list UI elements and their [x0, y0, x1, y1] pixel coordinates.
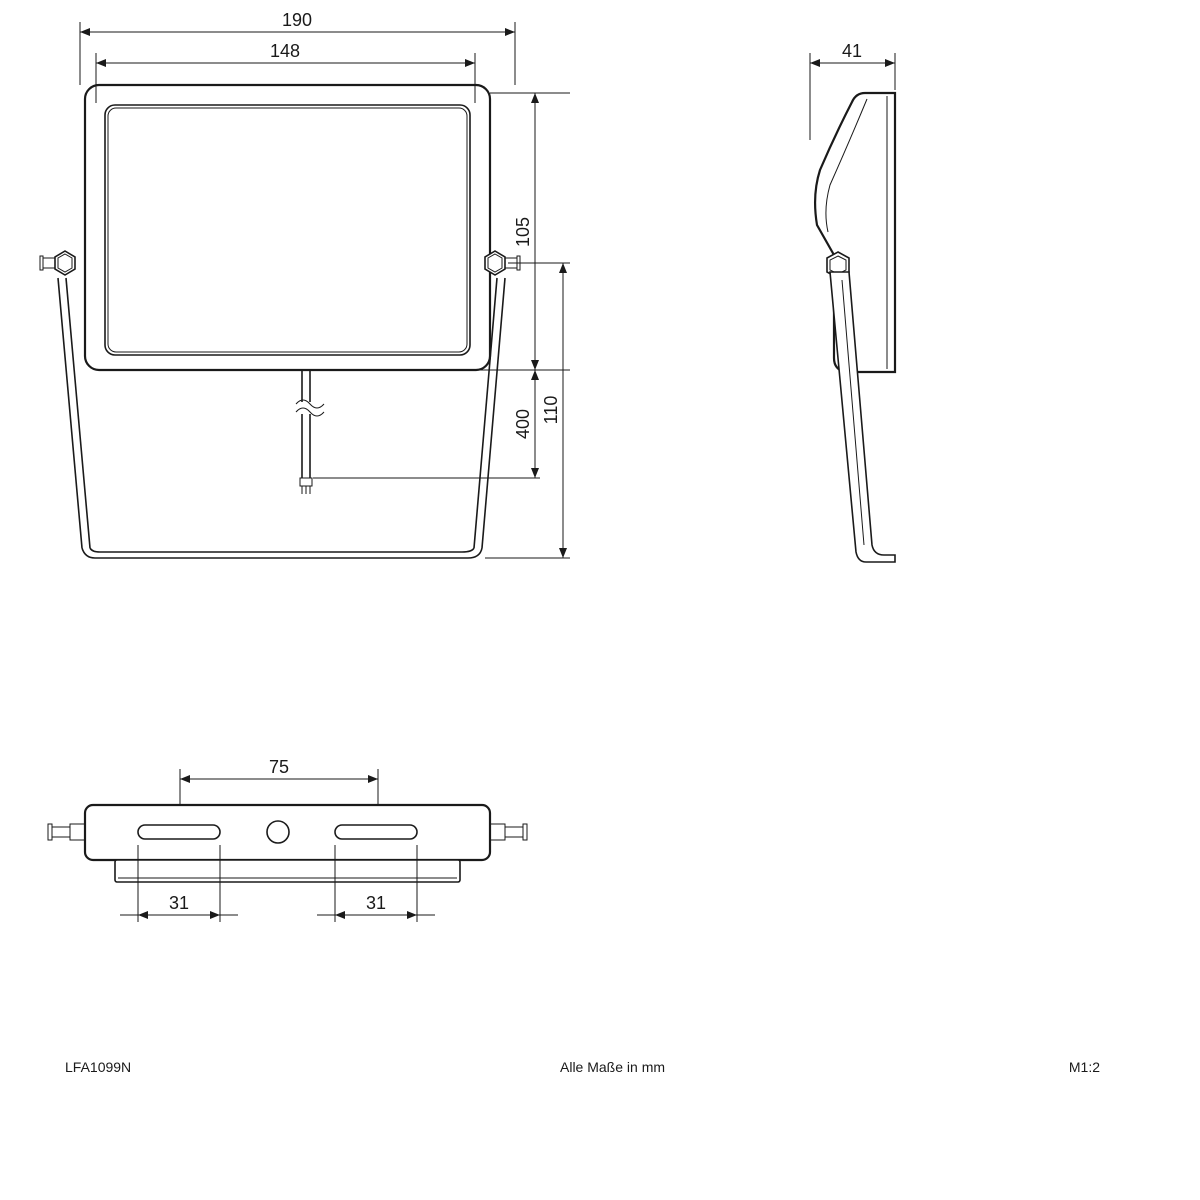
- dim-label: 75: [269, 757, 289, 777]
- top-bolt-right: [490, 824, 527, 840]
- part-number: LFA1099N: [65, 1059, 131, 1075]
- units-note: Alle Maße in mm: [560, 1059, 665, 1075]
- dim-400: 400: [513, 370, 539, 478]
- dim-label: 190: [282, 10, 312, 30]
- technical-drawing: 190 148 105 400 110: [0, 0, 1200, 1200]
- side-view: 41: [810, 41, 895, 562]
- dim-105: 105: [513, 93, 539, 370]
- dim-label: 41: [842, 41, 862, 61]
- dim-110: 110: [541, 263, 567, 558]
- top-bolt-left: [48, 824, 85, 840]
- scale-note: M1:2: [1069, 1059, 1100, 1075]
- pivot-bolt-left: [40, 251, 75, 275]
- dim-label: 110: [541, 396, 561, 425]
- dim-label: 31: [169, 893, 189, 913]
- dim-label: 148: [270, 41, 300, 61]
- dim-label: 31: [366, 893, 386, 913]
- cable: [296, 370, 324, 494]
- dim-label: 105: [513, 217, 533, 247]
- top-view: 75 31: [48, 757, 527, 922]
- dim-label: 400: [513, 409, 533, 439]
- front-view: 190 148 105 400 110: [40, 10, 570, 558]
